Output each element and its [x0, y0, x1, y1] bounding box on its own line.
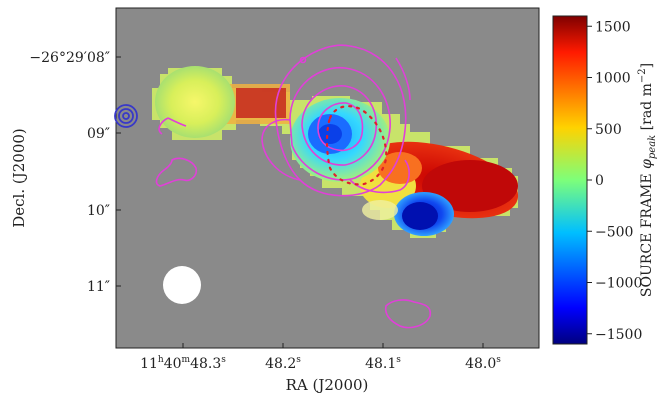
colorbar-tick-label: 0 — [595, 173, 604, 189]
x-tick-label: 48.2s — [265, 355, 301, 372]
colorbar-tick-label: −1000 — [595, 276, 642, 292]
x-axis-label: RA (J2000) — [286, 376, 369, 394]
y-tick-label: −26°29′08″ — [29, 50, 110, 66]
x-tick-label: 48.0s — [465, 355, 501, 372]
y-tick-label: 10″ — [87, 203, 110, 219]
red-dotted-contour — [325, 105, 388, 186]
blue-circle-marker — [114, 104, 138, 128]
beam-ellipse — [163, 266, 201, 304]
colorbar-ticks: 1500 1000 500 0 −500 −1000 −1500 — [587, 19, 642, 343]
y-tick-label: 09″ — [87, 126, 110, 142]
contours — [155, 44, 432, 329]
y-tick-labels: −26°29′08″ 09″ 10″ 11″ — [29, 50, 110, 295]
colorbar-tick-label: 1500 — [595, 19, 631, 35]
y-axis-label: Decl. (J2000) — [10, 128, 28, 228]
x-tick-labels: 11h40m48.3s 48.2s 48.1s 48.0s — [140, 355, 501, 372]
x-tick-label: 11h40m48.3s — [140, 355, 226, 372]
x-tick-label: 48.1s — [365, 355, 401, 372]
rm-image — [152, 66, 519, 238]
colorbar-label: SOURCE FRAME φpeak [rad m−2] — [637, 63, 658, 297]
axis-ticks — [116, 56, 484, 348]
yellow-blob — [155, 66, 235, 138]
colorbar-tick-label: −1500 — [595, 327, 642, 343]
colorbar-tick-label: −500 — [595, 224, 633, 240]
colorbar — [552, 15, 588, 345]
colorbar-tick-label: 1000 — [595, 71, 631, 87]
colorbar-tick-label: 500 — [595, 122, 622, 138]
y-tick-label: 11″ — [87, 279, 110, 295]
